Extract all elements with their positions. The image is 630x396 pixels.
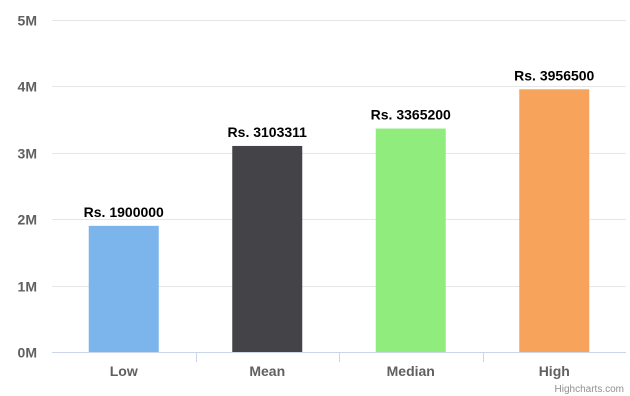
x-tick-label: Low — [110, 363, 138, 379]
data-label: Rs. 3103311 — [228, 124, 308, 140]
data-labels: Rs. 1900000 Rs. 3103311 Rs. 3365200 Rs. 395… — [84, 67, 595, 220]
y-tick-label: 3M — [18, 146, 37, 162]
x-tick-label: Mean — [249, 363, 285, 379]
y-tick-label: 0M — [18, 345, 37, 361]
y-tick-label: 5M — [18, 13, 37, 29]
y-tick-label: 1M — [18, 279, 37, 295]
y-axis-ticks: 0M 1M 2M 3M 4M 5M — [18, 13, 37, 361]
bar-mean — [232, 145, 303, 352]
data-label: Rs. 3956500 — [514, 67, 594, 83]
data-label: Rs. 1900000 — [84, 204, 164, 220]
bar-median — [375, 128, 446, 352]
credits-link[interactable]: Highcharts.com — [555, 384, 624, 395]
bar-low — [88, 225, 159, 352]
x-tick-label: High — [539, 363, 570, 379]
x-axis — [52, 352, 626, 362]
bar-high — [519, 89, 590, 353]
bars — [88, 89, 590, 353]
y-tick-label: 2M — [18, 212, 37, 228]
data-label: Rs. 3365200 — [371, 107, 451, 123]
y-tick-label: 4M — [18, 79, 37, 95]
x-axis-ticks: Low Mean Median High — [110, 363, 570, 379]
x-tick-label: Median — [387, 363, 435, 379]
